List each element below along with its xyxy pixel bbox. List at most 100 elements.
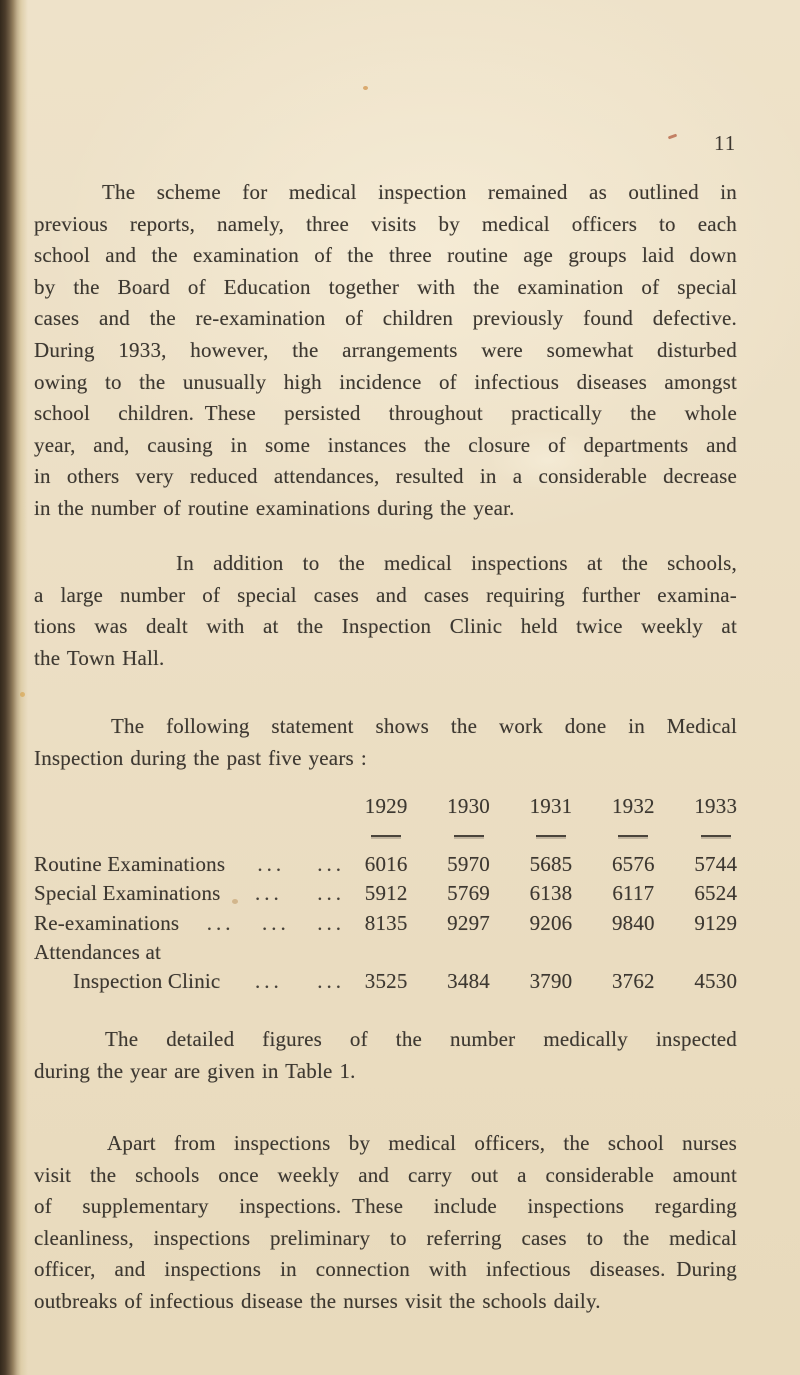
year-label: 1929: [364, 794, 408, 818]
text-line: year, and, causing in some instances the…: [34, 432, 737, 457]
year-underline: [700, 835, 731, 837]
row-label: Routine Examinations: [34, 852, 226, 876]
value-cell: 6117: [612, 881, 655, 906]
row-label: Attendances at: [34, 939, 161, 964]
text-line: school and the examination of the three …: [34, 243, 737, 268]
paper-stain: [363, 86, 368, 90]
year-underline-cell: [675, 835, 757, 837]
five-year-statement-table: 1929 1930 1931 1932 1933 Routine Examination…: [34, 791, 757, 996]
text-line: cases and the re-examination of children…: [34, 306, 737, 331]
dot-leader: ...: [255, 881, 283, 906]
year-underline: [535, 835, 566, 837]
value-cell: 5912: [364, 881, 408, 906]
text-line: officer, and inspections in connection w…: [34, 1257, 737, 1282]
value-cell: 5744: [694, 852, 738, 876]
value-cell: 6576: [611, 852, 655, 876]
text-line: outbreaks of infectious disease the nurs…: [34, 1288, 601, 1313]
value-cell: 3484: [447, 969, 490, 994]
table-year-underline-row: [34, 822, 757, 850]
value-cell: 8135: [364, 910, 408, 935]
text-line: in the number of routine examinations du…: [34, 495, 515, 520]
row-label-cell: Special Examinations......: [34, 879, 345, 908]
row-label-cell: Attendances at: [34, 938, 345, 967]
value-cell: [427, 938, 509, 967]
table-body: Routine Examinations...... 6016 5970 5685 65…: [34, 850, 757, 996]
text-line: of supplementary inspections. These incl…: [34, 1194, 737, 1219]
value-cell: 5685: [529, 852, 573, 876]
dot-leader: ...: [257, 852, 286, 876]
body-paragraph-nurses: Apart from inspections by medical office…: [34, 1128, 737, 1318]
text-line: During 1933, however, the arrangements w…: [34, 337, 737, 362]
dot-leader: ...: [262, 910, 290, 935]
text-line: The following statement shows the work d…: [111, 714, 737, 738]
row-label: Re-examinations: [34, 910, 180, 935]
value-cell: 5970: [447, 852, 490, 876]
text-line: visit the schools once weekly and carry …: [34, 1162, 737, 1187]
year-underline: [453, 835, 484, 837]
binding-shadow-gutter: [0, 0, 30, 1375]
value-cell: 4530: [694, 969, 738, 994]
year-label: 1931: [529, 794, 573, 818]
year-label: 1930: [447, 794, 490, 818]
page-number: 11: [714, 131, 737, 155]
value-cell: 6138: [529, 881, 573, 906]
value-cell: 9206: [529, 910, 573, 935]
text-line: The detailed figures of the number medic…: [105, 1027, 737, 1051]
value-cell: 9297: [447, 910, 490, 935]
text-line: Apart from inspections by medical office…: [107, 1131, 737, 1155]
text-line: the Town Hall.: [34, 645, 165, 670]
year-underline-cell: [345, 835, 427, 837]
body-paragraph-statement-intro: The following statement shows the work d…: [34, 711, 737, 774]
row-label: Inspection Clinic: [73, 969, 221, 994]
text-line: during the year are given in Table 1.: [34, 1058, 356, 1083]
year-underline: [618, 835, 649, 837]
text-line: The scheme for medical inspection remain…: [102, 180, 737, 204]
body-paragraph-scheme: The scheme for medical inspection remain…: [34, 177, 737, 525]
value-cell: 3790: [529, 969, 573, 994]
table-row: Routine Examinations...... 6016 5970 5685 65…: [34, 850, 757, 879]
table-row: Re-examinations......... 8135 9297 9206 9840…: [34, 909, 757, 938]
year-label: 1932: [611, 794, 655, 818]
value-cell: 3525: [364, 969, 408, 994]
text-line: previous reports, namely, three visits b…: [34, 211, 737, 236]
row-label-cell: Inspection Clinic......: [34, 967, 345, 996]
text-line: school children. These persisted through…: [34, 401, 737, 426]
value-cell: 3762: [611, 969, 655, 994]
text-line: tions was dealt with at the Inspection C…: [34, 614, 737, 639]
dot-leader: ...: [317, 910, 345, 935]
value-cell: 6524: [694, 881, 738, 906]
text-line: owing to the unusually high incidence of…: [34, 369, 737, 394]
row-label-cell: Routine Examinations......: [34, 850, 345, 879]
table-row: Attendances at: [34, 938, 757, 967]
body-paragraph-clinic: In addition to the medical inspections a…: [34, 548, 737, 674]
dot-leader: ...: [317, 969, 345, 994]
value-cell: 9129: [694, 910, 738, 935]
value-cell: [345, 938, 427, 967]
value-cell: [510, 938, 592, 967]
text-line: by the Board of Education together with …: [34, 274, 737, 299]
value-cell: [675, 938, 757, 967]
table-year-header-row: 1929 1930 1931 1932 1933: [34, 791, 757, 822]
text-line: a large number of special cases and case…: [34, 582, 737, 607]
value-cell: [592, 938, 674, 967]
year-underline-cell: [592, 835, 674, 837]
dot-leader: ...: [254, 969, 283, 994]
dot-leader: ...: [206, 910, 235, 935]
year-underline: [371, 835, 402, 837]
year-label: 1933: [694, 794, 738, 818]
text-line: Inspection during the past five years :: [34, 745, 367, 770]
value-cell: 5769: [447, 881, 490, 906]
value-cell: 6016: [364, 852, 408, 876]
year-underline-cell: [427, 835, 509, 837]
row-label: Special Examinations: [34, 881, 221, 906]
text-line: cleanliness, inspections preliminary to …: [34, 1225, 737, 1250]
year-underline-cell: [510, 835, 592, 837]
dot-leader: ...: [317, 881, 345, 906]
text-line: In addition to the medical inspections a…: [176, 551, 737, 575]
text-line: in others very reduced attendances, resu…: [34, 464, 737, 489]
dot-leader: ...: [317, 852, 345, 876]
paper-stain: [667, 133, 678, 140]
table-row: Inspection Clinic...... 3525 3484 3790 3762 4…: [34, 967, 757, 996]
row-label-cell: Re-examinations.........: [34, 909, 345, 938]
